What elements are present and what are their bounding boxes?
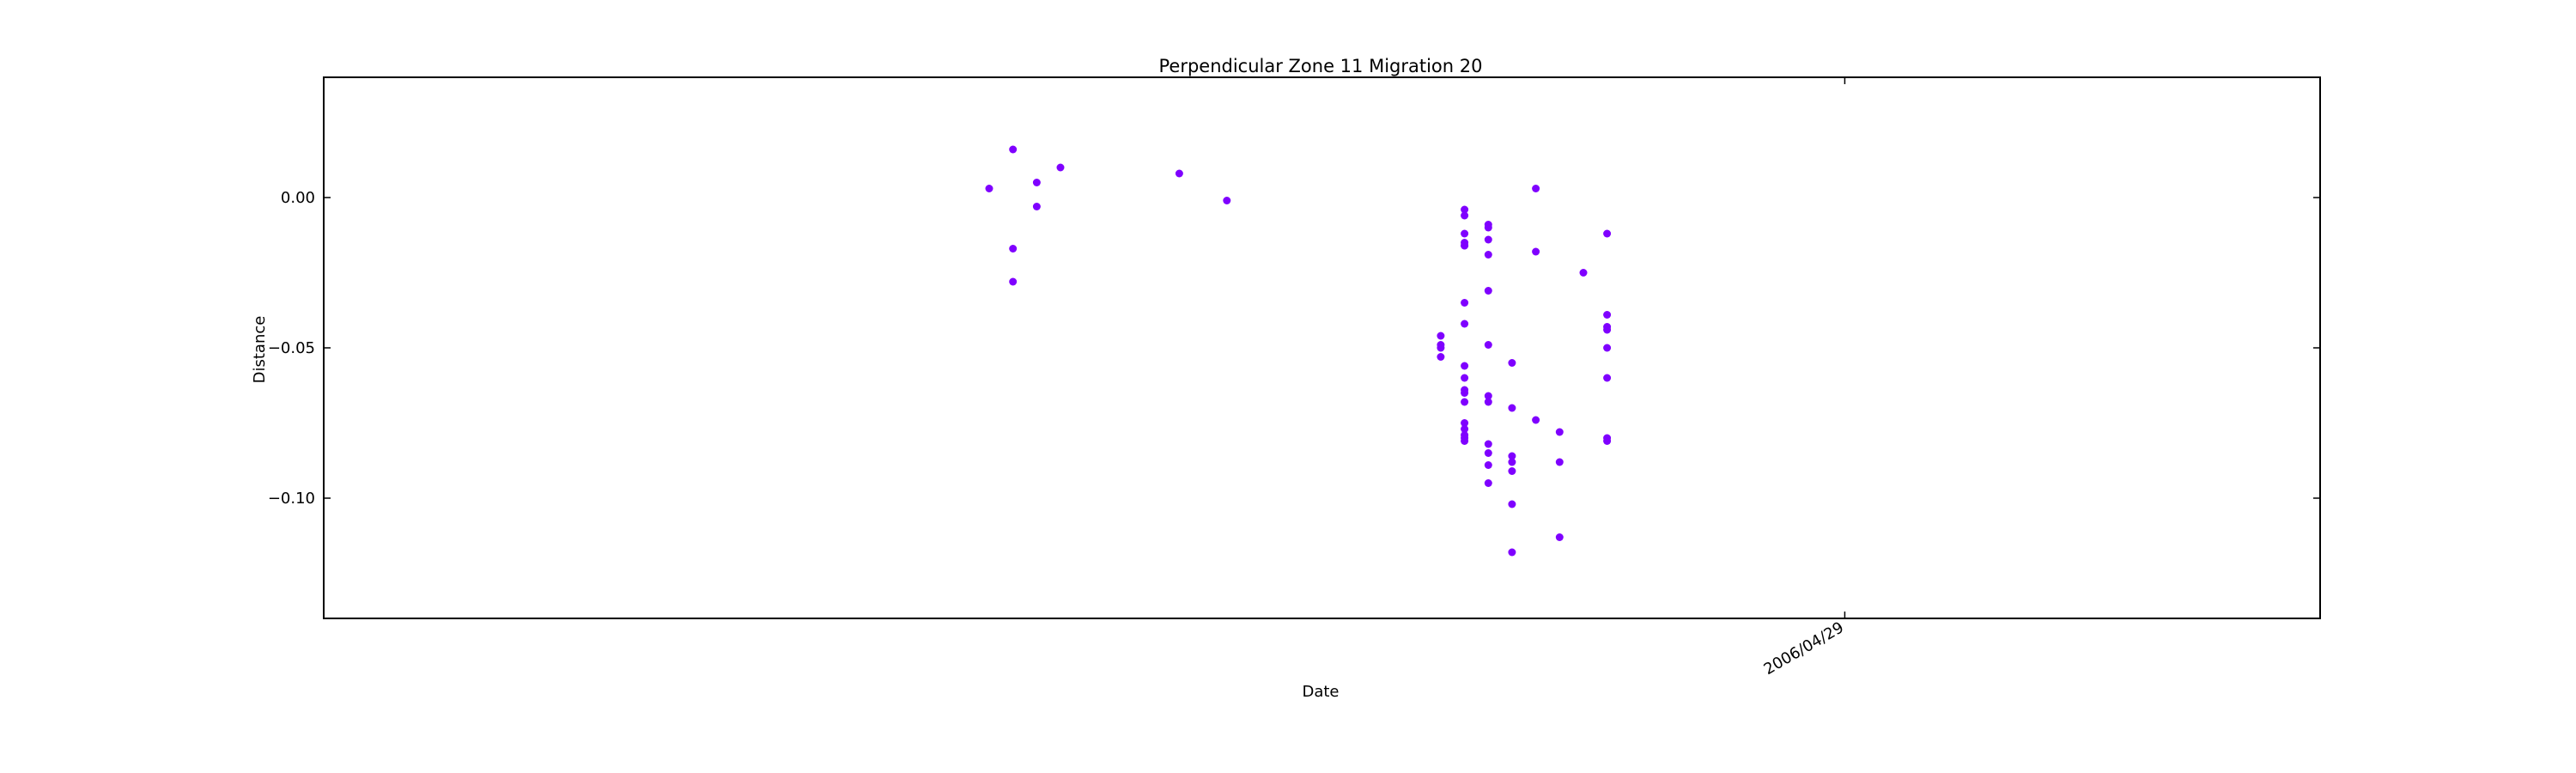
y-tick-label: −0.05 bbox=[268, 339, 315, 357]
scatter-point bbox=[1461, 374, 1469, 382]
scatter-point bbox=[1009, 145, 1018, 154]
scatter-point bbox=[1461, 205, 1469, 214]
y-tick-label: 0.00 bbox=[281, 189, 315, 207]
scatter-point bbox=[1461, 241, 1469, 250]
scatter-point bbox=[1461, 229, 1469, 238]
scatter-point bbox=[1461, 211, 1469, 220]
scatter-point bbox=[1603, 311, 1612, 319]
scatter-point bbox=[1223, 197, 1231, 204]
scatter-point bbox=[1461, 431, 1469, 439]
scatter-point bbox=[1461, 299, 1469, 307]
scatter-point bbox=[1009, 245, 1018, 253]
scatter-point bbox=[1484, 449, 1492, 457]
scatter-point bbox=[1484, 392, 1492, 400]
scatter-point bbox=[1056, 163, 1065, 172]
axis-ticks bbox=[324, 77, 2320, 618]
scatter-point bbox=[1484, 461, 1492, 469]
scatter-point bbox=[1461, 389, 1469, 397]
scatter-point bbox=[1032, 179, 1041, 186]
scatter-point bbox=[1461, 398, 1469, 406]
scatter-point bbox=[1532, 416, 1540, 424]
scatter-point bbox=[1461, 437, 1469, 445]
scatter-point bbox=[1508, 548, 1516, 557]
scatter-point bbox=[1603, 374, 1612, 382]
scatter-point bbox=[1461, 419, 1469, 427]
scatter-point bbox=[1508, 458, 1516, 466]
scatter-point bbox=[1508, 359, 1516, 367]
scatter-point bbox=[1484, 341, 1492, 349]
scatter-point bbox=[1508, 452, 1516, 460]
scatter-point bbox=[1437, 344, 1445, 352]
x-axis-label: Date bbox=[1302, 683, 1339, 701]
scatter-point bbox=[1603, 229, 1612, 238]
data-points bbox=[985, 145, 1612, 557]
scatter-point bbox=[1461, 320, 1469, 328]
scatter-point bbox=[1461, 425, 1469, 433]
chart-title: Perpendicular Zone 11 Migration 20 bbox=[1158, 56, 1482, 76]
scatter-point bbox=[1555, 533, 1564, 541]
y-tick-label: −0.10 bbox=[268, 490, 315, 508]
scatter-point bbox=[1579, 269, 1588, 277]
scatter-point bbox=[1175, 169, 1183, 178]
scatter-point bbox=[1532, 185, 1540, 192]
y-axis-label: Distance bbox=[251, 316, 269, 384]
scatter-point bbox=[1532, 247, 1540, 256]
scatter-point bbox=[1508, 467, 1516, 475]
scatter-point bbox=[1508, 500, 1516, 508]
scatter-point bbox=[1603, 437, 1612, 445]
scatter-point bbox=[1032, 203, 1041, 210]
scatter-point bbox=[1461, 362, 1469, 370]
scatter-point bbox=[1555, 428, 1564, 436]
scatter-point bbox=[1009, 277, 1018, 286]
scatter-point bbox=[1484, 440, 1492, 448]
scatter-point bbox=[985, 185, 993, 192]
scatter-point bbox=[1555, 458, 1564, 466]
scatter-point bbox=[1484, 251, 1492, 259]
scatter-point bbox=[1484, 223, 1492, 232]
scatter-point bbox=[1484, 287, 1492, 295]
scatter-point bbox=[1484, 479, 1492, 487]
scatter-point bbox=[1484, 235, 1492, 244]
scatter-point bbox=[1603, 344, 1612, 352]
scatter-point bbox=[1437, 332, 1445, 340]
scatter-point bbox=[1484, 398, 1492, 406]
scatter-point bbox=[1437, 353, 1445, 361]
scatter-point bbox=[1603, 323, 1612, 331]
scatter-point bbox=[1508, 404, 1516, 412]
plot-area-frame bbox=[323, 76, 2321, 619]
